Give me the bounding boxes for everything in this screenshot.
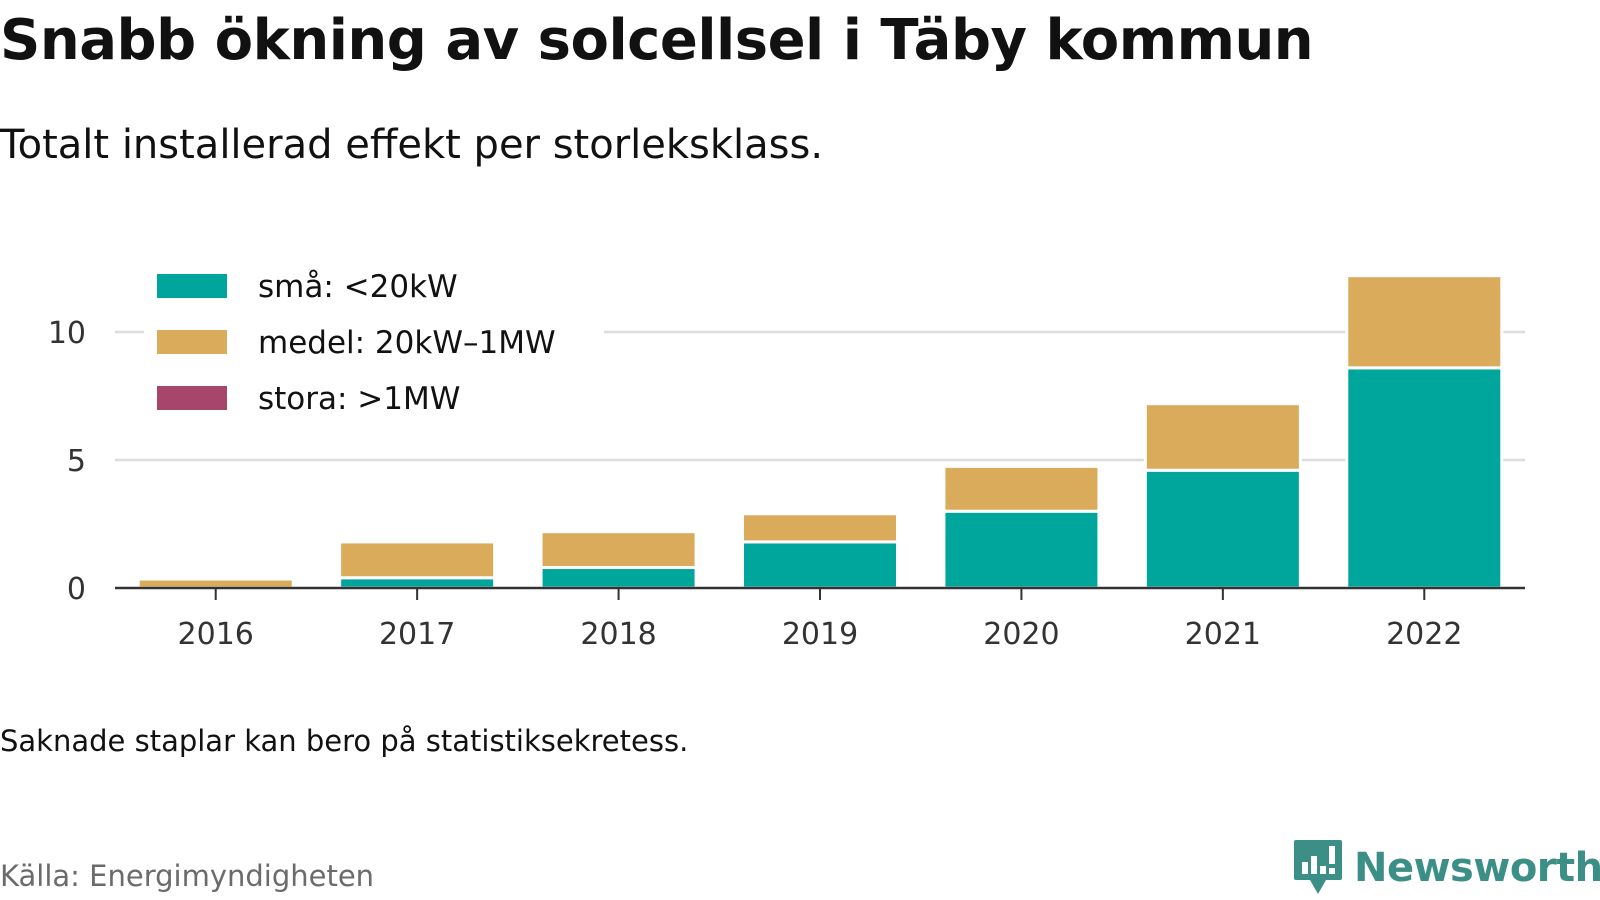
bar-segment (741, 540, 899, 590)
x-tick-label: 2017 (379, 617, 455, 652)
legend-swatch (157, 274, 227, 298)
bar-segment (338, 576, 497, 590)
newsworthy-logo-icon (1294, 840, 1342, 894)
x-tick-label: 2021 (1185, 617, 1261, 652)
axes: 0 5 10 2016 2017 2018 2019 2020 2021 2022 (48, 316, 1525, 652)
bar-segment (741, 512, 899, 544)
legend-label: medel: 20kW–1MW (258, 325, 556, 361)
brand-logo: Newsworthy (1292, 836, 1600, 900)
chart-subtitle: Totalt installerad effekt per storlekskl… (0, 122, 824, 168)
x-tick-label: 2020 (983, 617, 1059, 652)
bar-segment (539, 566, 698, 590)
y-tick-label: 0 (67, 572, 86, 607)
stacked-bar-chart: 0 5 10 2016 2017 2018 2019 2020 2021 2022 små: <2… (48, 254, 1525, 652)
bar-segment (338, 540, 497, 580)
bar-segment (942, 464, 1101, 513)
legend-label: små: <20kW (258, 269, 458, 305)
bar-segment (1345, 366, 1504, 590)
x-tick-label: 2018 (580, 617, 656, 652)
y-tick-label: 5 (67, 444, 86, 479)
bar-segment (1345, 274, 1504, 370)
legend-swatch (157, 386, 227, 410)
bar-segment (136, 577, 295, 590)
bar-segment (1143, 402, 1302, 472)
legend-label: stora: >1MW (258, 381, 460, 417)
x-tick-label: 2022 (1386, 617, 1462, 652)
x-tick-label: 2016 (178, 617, 254, 652)
bar-segment (539, 530, 698, 570)
y-tick-label: 10 (48, 316, 86, 351)
legend: små: <20kW medel: 20kW–1MW stora: >1MW (144, 254, 604, 422)
chart-title: Snabb ökning av solcellsel i Täby kommun (0, 8, 1314, 73)
bar-segment (1143, 468, 1302, 590)
brand-name: Newsworthy (1354, 845, 1600, 891)
legend-swatch (157, 330, 227, 354)
source-credit: Källa: Energimyndigheten (0, 859, 375, 893)
footnote: Saknade staplar kan bero på statistiksek… (0, 724, 689, 758)
bar-segment (942, 509, 1101, 590)
x-tick-label: 2019 (782, 617, 858, 652)
